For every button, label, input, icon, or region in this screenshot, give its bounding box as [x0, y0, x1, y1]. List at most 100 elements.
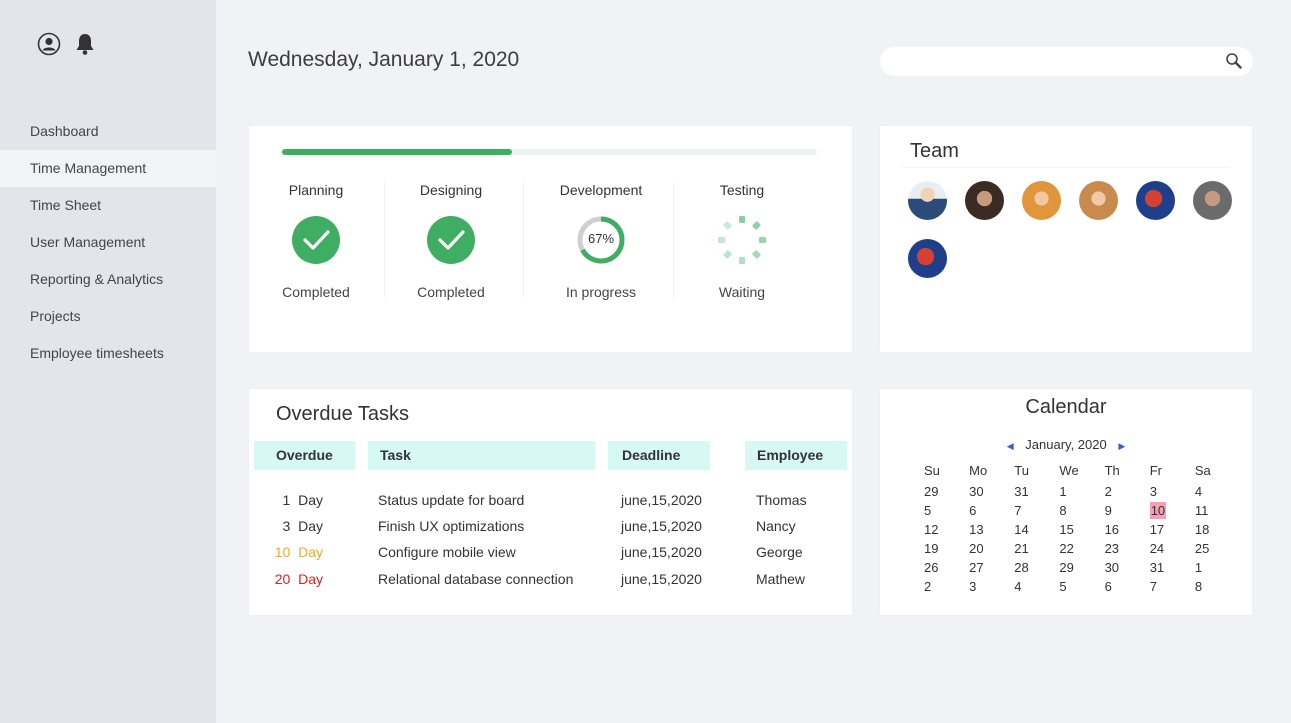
progress-ring: 67% — [575, 214, 627, 266]
next-month-icon[interactable]: ▶ — [1118, 441, 1126, 451]
check-icon — [425, 214, 477, 266]
calendar-day[interactable]: 2 — [910, 577, 955, 596]
calendar-day[interactable]: 31 — [1136, 558, 1181, 577]
task-cell: Configure mobile view — [378, 544, 516, 560]
deadline-cell: june,15,2020 — [621, 571, 702, 587]
calendar-day-number: 16 — [1104, 522, 1120, 537]
sidebar-item-employee-timesheets[interactable]: Employee timesheets — [30, 345, 164, 361]
calendar-day[interactable]: 23 — [1091, 539, 1136, 558]
calendar-day-number: 31 — [1149, 560, 1165, 575]
avatar[interactable] — [1193, 181, 1232, 220]
calendar-day[interactable]: 4 — [1000, 577, 1045, 596]
calendar-day[interactable]: 30 — [1091, 558, 1136, 577]
calendar-day[interactable]: 31 — [1000, 482, 1045, 501]
calendar-day-number: 22 — [1059, 541, 1074, 556]
task-cell: Relational database connection — [378, 571, 574, 587]
overdue-unit: Day — [298, 518, 323, 534]
calendar-day[interactable]: 16 — [1091, 520, 1136, 539]
calendar-day[interactable]: 2 — [1091, 482, 1136, 501]
avatar[interactable] — [1136, 181, 1175, 220]
calendar-day[interactable]: 14 — [1000, 520, 1045, 539]
overdue-number: 10 — [274, 544, 291, 560]
calendar-day-number: 21 — [1014, 541, 1029, 556]
sidebar-item-projects[interactable]: Projects — [30, 308, 81, 324]
stage-planning: Planning Completed — [246, 182, 386, 300]
calendar-day-number: 29 — [1059, 560, 1074, 575]
search-icon[interactable] — [1225, 52, 1243, 75]
calendar-weekday: Sa — [1194, 463, 1211, 478]
calendar-day[interactable]: 12 — [910, 520, 955, 539]
sidebar-item-time-management[interactable]: Time Management — [0, 150, 216, 187]
column-header-deadline[interactable]: Deadline — [608, 441, 710, 470]
calendar-day[interactable]: 19 — [910, 539, 955, 558]
calendar-day[interactable]: 20 — [955, 539, 1000, 558]
calendar-day[interactable]: 3 — [955, 577, 1000, 596]
calendar-day[interactable]: 18 — [1181, 520, 1226, 539]
calendar-day-number: 13 — [969, 522, 984, 537]
calendar-day[interactable]: 7 — [1000, 501, 1045, 520]
table-row[interactable]: 3 Day Finish UX optimizations june,15,20… — [249, 516, 852, 542]
calendar-day[interactable]: 28 — [1000, 558, 1045, 577]
calendar-day[interactable]: 25 — [1181, 539, 1226, 558]
employee-cell: Thomas — [756, 492, 807, 508]
calendar-day[interactable]: 6 — [955, 501, 1000, 520]
calendar-day[interactable]: 5 — [910, 501, 955, 520]
calendar-weekday: Th — [1104, 463, 1120, 478]
calendar-day[interactable]: 11 — [1181, 501, 1226, 520]
calendar-day[interactable]: 9 — [1091, 501, 1136, 520]
sidebar-icons — [37, 32, 96, 56]
avatar[interactable] — [908, 239, 947, 278]
calendar-day-number: 5 — [924, 503, 932, 518]
column-header-task[interactable]: Task — [368, 441, 595, 470]
overdue-tasks-title: Overdue Tasks — [276, 403, 410, 425]
calendar-day[interactable]: 1 — [1045, 482, 1090, 501]
overall-progress-bar — [282, 149, 817, 155]
calendar-day[interactable]: 4 — [1181, 482, 1226, 501]
calendar-day[interactable]: 27 — [955, 558, 1000, 577]
user-icon[interactable] — [37, 32, 61, 56]
table-row[interactable]: 20 Day Relational database connection ju… — [249, 569, 852, 595]
calendar-day[interactable]: 1 — [1181, 558, 1226, 577]
avatar[interactable] — [965, 181, 1004, 220]
calendar-grid: Su Mo Tu We Th Fr Sa 29 30 31 1 2 3 4 5 6 7 8 9 10 11 12 13 14 1… — [910, 460, 1226, 596]
calendar-day[interactable]: 8 — [1181, 577, 1226, 596]
column-header-overdue[interactable]: Overdue — [254, 441, 355, 470]
calendar-day[interactable]: 7 — [1136, 577, 1181, 596]
calendar-day[interactable]: 6 — [1091, 577, 1136, 596]
table-row[interactable]: 1 Day Status update for board june,15,20… — [249, 490, 852, 516]
calendar-day-number: 19 — [924, 541, 939, 556]
avatar[interactable] — [908, 181, 947, 220]
calendar-day[interactable]: 30 — [955, 482, 1000, 501]
column-header-employee[interactable]: Employee — [745, 441, 847, 470]
calendar-day[interactable]: 17 — [1136, 520, 1181, 539]
avatar[interactable] — [1079, 181, 1118, 220]
sidebar-item-time-sheet[interactable]: Time Sheet — [30, 197, 102, 213]
sidebar-item-dashboard[interactable]: Dashboard — [30, 123, 99, 139]
calendar-title: Calendar — [1025, 396, 1107, 418]
calendar-day-number: 28 — [1014, 560, 1029, 575]
bell-icon[interactable] — [74, 32, 96, 56]
prev-month-icon[interactable]: ◀ — [1006, 441, 1014, 451]
spinner-icon — [716, 214, 768, 266]
sidebar-item-reporting-analytics[interactable]: Reporting & Analytics — [30, 271, 164, 287]
overdue-cell: 10 Day — [273, 542, 323, 562]
search-input[interactable] — [880, 47, 1210, 76]
avatar[interactable] — [1022, 181, 1061, 220]
calendar-day[interactable]: 15 — [1045, 520, 1090, 539]
calendar-day[interactable]: 29 — [910, 482, 955, 501]
overdue-number: 1 — [282, 492, 291, 508]
calendar-day[interactable]: 22 — [1045, 539, 1090, 558]
calendar-day[interactable]: 21 — [1000, 539, 1045, 558]
calendar-day[interactable]: 13 — [955, 520, 1000, 539]
calendar-day[interactable]: 26 — [910, 558, 955, 577]
calendar-day[interactable]: 24 — [1136, 539, 1181, 558]
calendar-day[interactable]: 5 — [1045, 577, 1090, 596]
calendar-day[interactable]: 8 — [1045, 501, 1090, 520]
calendar-month-label: January, 2020 — [1025, 437, 1107, 452]
calendar-day-selected[interactable]: 10 — [1136, 501, 1181, 520]
calendar-day[interactable]: 3 — [1136, 482, 1181, 501]
sidebar-item-user-management[interactable]: User Management — [30, 234, 146, 250]
table-row[interactable]: 10 Day Configure mobile view june,15,202… — [249, 542, 852, 568]
calendar-day[interactable]: 29 — [1045, 558, 1090, 577]
calendar-day-number: 4 — [1014, 579, 1022, 594]
